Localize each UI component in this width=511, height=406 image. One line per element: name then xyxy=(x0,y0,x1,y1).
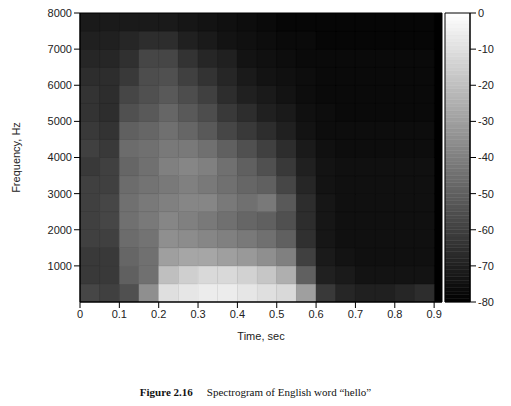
svg-text:0.6: 0.6 xyxy=(308,308,323,320)
svg-text:0.7: 0.7 xyxy=(348,308,363,320)
svg-text:0.3: 0.3 xyxy=(190,308,205,320)
html-text:Spectrogram of English word “h: Spectrogram of English word “hello” xyxy=(206,386,372,398)
svg-text:0.2: 0.2 xyxy=(151,308,166,320)
svg-text:5000: 5000 xyxy=(48,115,72,127)
svg-text:0.9: 0.9 xyxy=(426,308,441,320)
svg-text:8000: 8000 xyxy=(48,7,72,19)
svg-text:0: 0 xyxy=(478,7,484,19)
svg-text:1000: 1000 xyxy=(48,260,72,272)
html-text:Figure 2.16: Figure 2.16 xyxy=(139,386,193,398)
svg-text:-60: -60 xyxy=(478,224,494,236)
svg-text:-10: -10 xyxy=(478,43,494,55)
svg-text:Frequency, Hz: Frequency, Hz xyxy=(10,122,22,193)
svg-text:0.1: 0.1 xyxy=(112,308,127,320)
svg-text:-50: -50 xyxy=(478,188,494,200)
svg-text:0: 0 xyxy=(77,308,83,320)
svg-text:0.8: 0.8 xyxy=(387,308,402,320)
svg-text:-40: -40 xyxy=(478,151,494,163)
svg-text:7000: 7000 xyxy=(48,43,72,55)
svg-text:3000: 3000 xyxy=(48,188,72,200)
svg-text:Time, sec: Time, sec xyxy=(237,330,285,342)
svg-text:4000: 4000 xyxy=(48,151,72,163)
svg-text:0.4: 0.4 xyxy=(230,308,245,320)
svg-text:-70: -70 xyxy=(478,260,494,272)
svg-text:6000: 6000 xyxy=(48,79,72,91)
svg-text:-80: -80 xyxy=(478,296,494,308)
svg-text:-30: -30 xyxy=(478,115,494,127)
svg-text:0.5: 0.5 xyxy=(269,308,284,320)
svg-text:-20: -20 xyxy=(478,79,494,91)
svg-text:2000: 2000 xyxy=(48,224,72,236)
